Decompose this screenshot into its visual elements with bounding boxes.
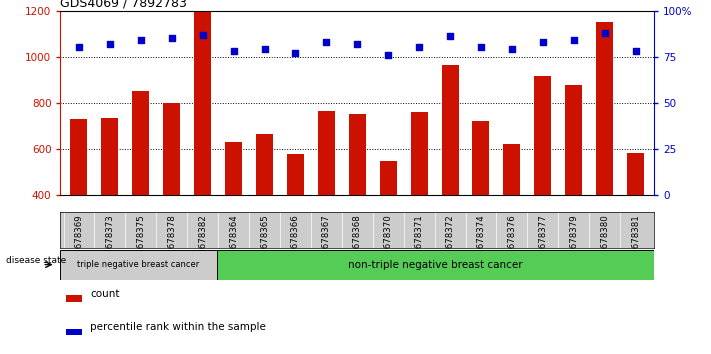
Point <box>228 48 240 54</box>
Text: GSM678365: GSM678365 <box>260 214 269 267</box>
Text: GSM678372: GSM678372 <box>446 214 454 267</box>
Text: GDS4069 / 7892783: GDS4069 / 7892783 <box>60 0 187 10</box>
Point <box>599 30 610 35</box>
Bar <box>318 111 335 287</box>
Bar <box>194 12 211 287</box>
Text: GSM678381: GSM678381 <box>631 214 640 267</box>
Text: GSM678373: GSM678373 <box>105 214 114 267</box>
Point <box>259 46 270 52</box>
Bar <box>627 153 644 287</box>
Bar <box>60 250 217 280</box>
Point <box>351 41 363 47</box>
Bar <box>164 103 181 287</box>
Bar <box>503 144 520 287</box>
Point <box>166 35 178 41</box>
Point <box>568 37 579 43</box>
Bar <box>442 65 459 287</box>
Bar <box>225 142 242 287</box>
Point <box>73 45 85 50</box>
Bar <box>472 121 489 287</box>
Bar <box>349 114 365 287</box>
Text: GSM678367: GSM678367 <box>322 214 331 267</box>
Text: GSM678376: GSM678376 <box>508 214 516 267</box>
Text: GSM678378: GSM678378 <box>167 214 176 267</box>
Text: GSM678370: GSM678370 <box>384 214 392 267</box>
Bar <box>132 91 149 287</box>
Bar <box>66 295 82 302</box>
Bar <box>380 161 397 287</box>
Bar <box>102 118 119 287</box>
Bar <box>66 329 82 335</box>
Bar <box>287 154 304 287</box>
Point <box>506 46 518 52</box>
Bar <box>534 76 551 287</box>
Point <box>475 45 486 50</box>
Text: GSM678366: GSM678366 <box>291 214 300 267</box>
Bar <box>70 119 87 287</box>
Point <box>321 39 332 45</box>
Text: GSM678364: GSM678364 <box>229 214 238 267</box>
Point <box>197 32 208 38</box>
Text: GSM678368: GSM678368 <box>353 214 362 267</box>
Point <box>290 50 301 56</box>
Text: GSM678374: GSM678374 <box>476 214 486 267</box>
Point <box>537 39 548 45</box>
Point <box>383 52 394 58</box>
Text: GSM678375: GSM678375 <box>137 214 145 267</box>
Text: GSM678380: GSM678380 <box>600 214 609 267</box>
Bar <box>217 250 654 280</box>
Bar <box>596 22 613 287</box>
Text: GSM678371: GSM678371 <box>415 214 424 267</box>
Bar <box>411 112 427 287</box>
Text: GSM678369: GSM678369 <box>75 214 83 267</box>
Text: GSM678382: GSM678382 <box>198 214 207 267</box>
Point <box>413 45 424 50</box>
Text: non-triple negative breast cancer: non-triple negative breast cancer <box>348 259 523 270</box>
Text: percentile rank within the sample: percentile rank within the sample <box>90 322 266 332</box>
Point <box>105 41 116 47</box>
Text: triple negative breast cancer: triple negative breast cancer <box>77 260 200 269</box>
Text: GSM678379: GSM678379 <box>570 214 578 267</box>
Point <box>630 48 641 54</box>
Bar <box>256 134 273 287</box>
Point <box>444 34 456 39</box>
Text: count: count <box>90 289 119 299</box>
Point <box>135 37 146 43</box>
Text: disease state: disease state <box>6 256 66 264</box>
Text: GSM678377: GSM678377 <box>538 214 547 267</box>
Bar <box>565 85 582 287</box>
